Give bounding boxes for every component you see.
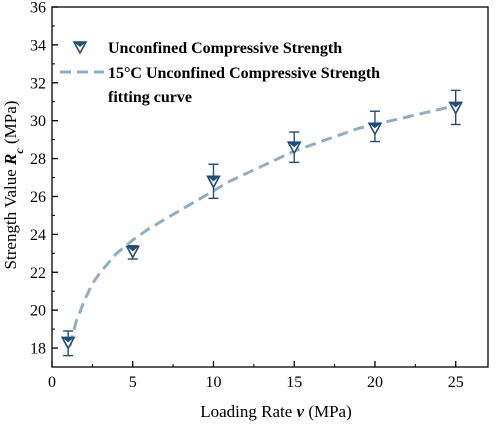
x-axis-title-symbol: v bbox=[297, 402, 305, 421]
x-axis-title: Loading Rate v (MPa) bbox=[200, 402, 352, 421]
triangle-marker-fill bbox=[449, 102, 462, 108]
data-point bbox=[448, 89, 464, 126]
triangle-marker-fill bbox=[207, 176, 220, 182]
x-tick-label: 10 bbox=[205, 374, 221, 391]
legend-marker-triangle bbox=[72, 41, 88, 55]
legend-label-points: Unconfined Compressive Strength bbox=[108, 40, 342, 57]
y-axis-title-symbol: R bbox=[1, 154, 20, 166]
y-tick-label: 32 bbox=[30, 75, 46, 92]
x-tick-label: 20 bbox=[367, 374, 383, 391]
x-tick-label: 25 bbox=[448, 374, 464, 391]
data-point bbox=[125, 245, 141, 260]
x-tick-label: 15 bbox=[286, 374, 302, 391]
x-axis-title-suffix: (MPa) bbox=[304, 402, 352, 421]
legend-label-fit-line1: 15°C Unconfined Compressive Strength bbox=[108, 65, 380, 82]
triangle-marker-fill bbox=[368, 123, 381, 129]
fitting-curve bbox=[68, 104, 457, 347]
y-tick-label: 22 bbox=[30, 265, 46, 282]
y-tick-label: 36 bbox=[30, 0, 46, 17]
legend-triangle-fill bbox=[74, 42, 86, 47]
data-point bbox=[286, 131, 302, 164]
y-tick-label: 28 bbox=[30, 151, 46, 168]
fitting-curve-line bbox=[68, 104, 457, 347]
data-point bbox=[367, 110, 383, 143]
y-tick-label: 18 bbox=[30, 341, 46, 358]
x-axis-title-prefix: Loading Rate bbox=[200, 402, 296, 421]
y-tick-label: 30 bbox=[30, 113, 46, 130]
y-axis-ticks: 18 20 22 24 26 28 30 32 34 36 bbox=[30, 0, 58, 358]
data-points bbox=[60, 89, 464, 357]
legend: Unconfined Compressive Strength 15°C Unc… bbox=[60, 40, 380, 106]
data-point bbox=[60, 330, 76, 357]
x-tick-label: 0 bbox=[48, 374, 56, 391]
y-tick-label: 20 bbox=[30, 303, 46, 320]
x-tick-label: 5 bbox=[129, 374, 137, 391]
x-axis-ticks: 0 5 10 15 20 25 bbox=[48, 361, 464, 391]
y-tick-label: 34 bbox=[30, 37, 46, 54]
plot-border bbox=[51, 6, 489, 368]
y-axis-title-prefix: Strength Value bbox=[1, 165, 20, 270]
y-axis-title-suffix: (MPa) bbox=[1, 101, 20, 149]
plot-frame bbox=[51, 6, 489, 368]
y-axis-title-subscript: c bbox=[12, 148, 26, 154]
y-tick-label: 24 bbox=[30, 227, 46, 244]
y-axis-title: Strength Value Rc (MPa) bbox=[1, 101, 26, 270]
legend-label-fit-line2: fitting curve bbox=[108, 89, 192, 106]
triangle-marker-fill bbox=[288, 142, 301, 148]
y-tick-label: 26 bbox=[30, 189, 46, 206]
triangle-marker-fill bbox=[126, 246, 139, 252]
data-point bbox=[206, 163, 221, 200]
triangle-marker-fill bbox=[62, 337, 75, 343]
